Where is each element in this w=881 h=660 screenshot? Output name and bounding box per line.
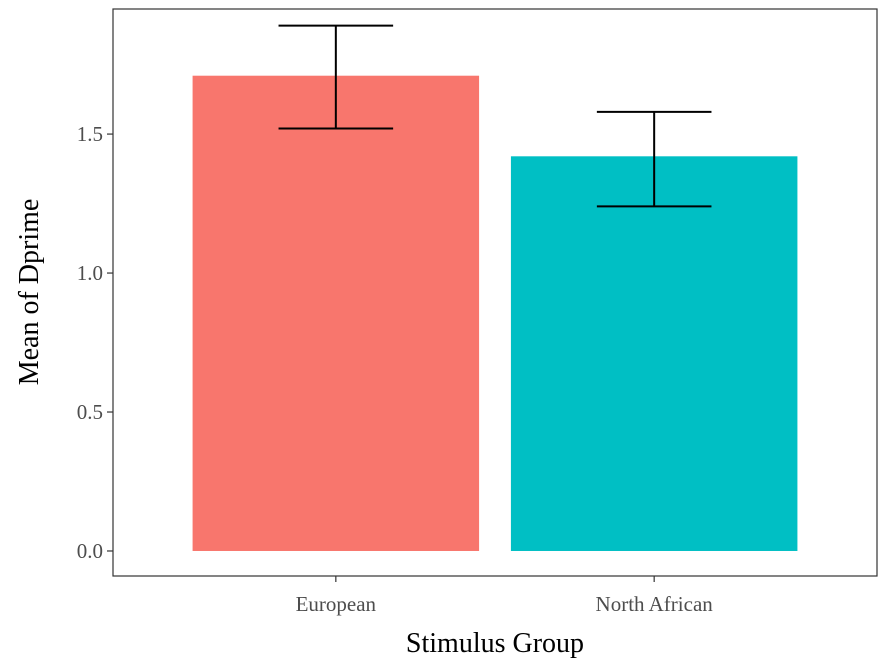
y-axis-title: Mean of Dprime (14, 199, 45, 386)
x-tick-label: North African (596, 592, 714, 616)
bar-north-african (510, 156, 798, 551)
y-tick-label: 0.0 (77, 539, 103, 563)
x-tick-label: European (296, 592, 377, 616)
y-tick-label: 1.5 (77, 122, 103, 146)
y-tick-label: 1.0 (77, 261, 103, 285)
y-tick-label: 0.5 (77, 400, 103, 424)
x-axis-title: Stimulus Group (406, 628, 584, 659)
bar-european (192, 75, 480, 551)
